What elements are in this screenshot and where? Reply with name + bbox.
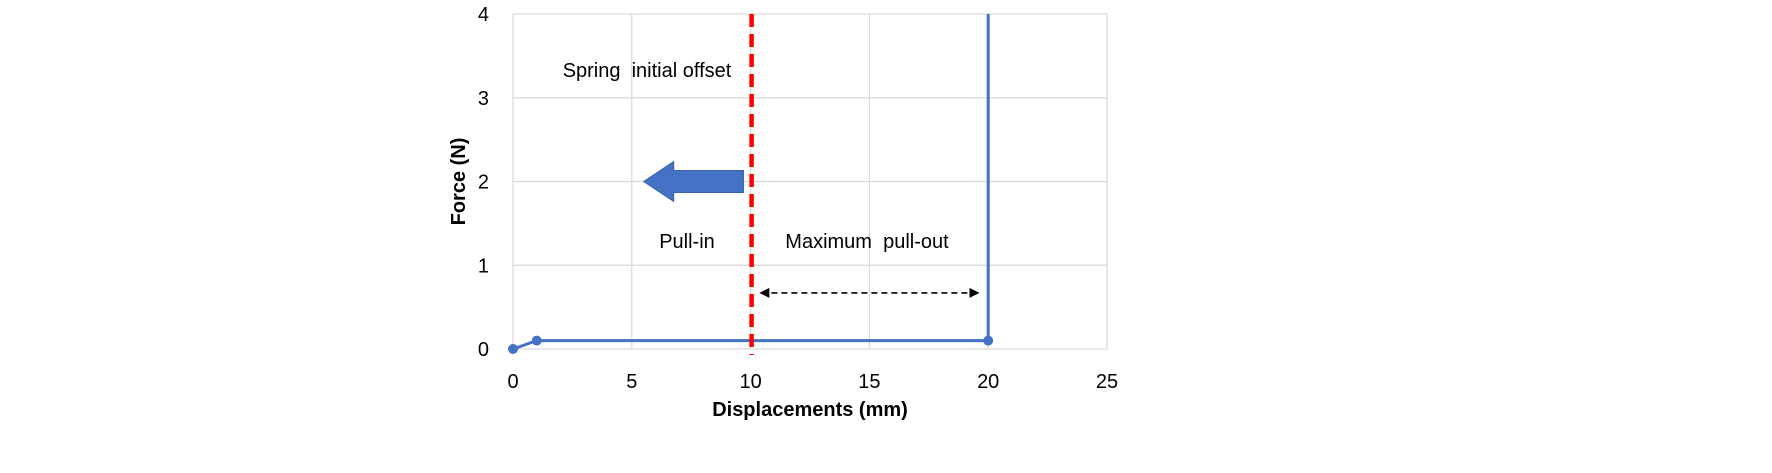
x-tick-label: 0 <box>507 371 518 393</box>
x-tick-label: 5 <box>626 371 637 393</box>
data-point <box>983 335 994 346</box>
x-axis-title: Displacements (mm) <box>712 399 908 421</box>
x-tick-label: 15 <box>858 371 880 393</box>
spring-initial-offset-label: Spring initial offset <box>563 60 732 82</box>
y-tick-label: 4 <box>478 4 489 26</box>
pull-in-label: Pull-in <box>659 231 715 253</box>
y-tick-label: 3 <box>478 88 489 110</box>
tick-labels: 0 1 2 3 4 0 5 10 15 20 25 <box>478 4 1118 393</box>
maximum-pull-out-label: Maximum pull-out <box>785 231 949 253</box>
y-tick-label: 1 <box>478 255 489 277</box>
pull-in-arrow <box>642 160 744 203</box>
data-point <box>531 335 542 346</box>
annotations: Spring initial offset Pull-in Maximum pu… <box>563 14 980 355</box>
y-tick-label: 0 <box>478 339 489 361</box>
x-tick-label: 25 <box>1096 371 1118 393</box>
series <box>508 14 994 354</box>
series-line <box>512 14 990 351</box>
x-tick-label: 10 <box>739 371 761 393</box>
y-axis-title: Force (N) <box>448 138 470 226</box>
y-tick-label: 2 <box>478 172 489 194</box>
x-tick-label: 20 <box>977 371 999 393</box>
data-point <box>508 344 518 354</box>
